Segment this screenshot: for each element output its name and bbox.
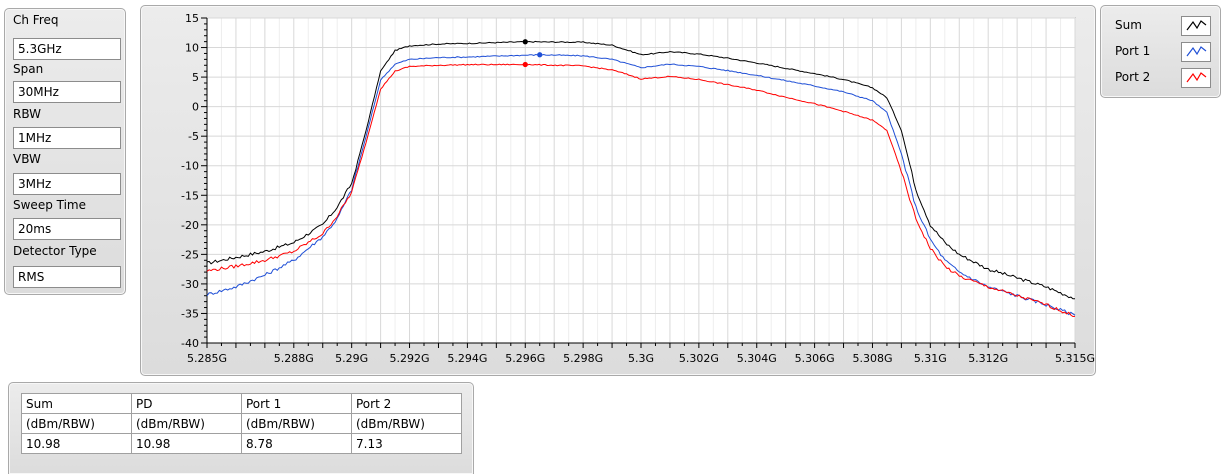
- legend-swatch-sum: [1181, 16, 1211, 36]
- table-units-row: (dBm/RBW) (dBm/RBW) (dBm/RBW) (dBm/RBW): [21, 413, 462, 434]
- table-header-cell: Sum: [21, 393, 132, 414]
- y-tick-label: -40: [181, 337, 199, 350]
- x-tick-label: 5.304G: [737, 352, 777, 365]
- y-tick-label: -25: [181, 248, 199, 261]
- peak-marker-sum: [522, 39, 528, 45]
- table-header-cell: Port 2: [351, 393, 462, 414]
- legend-item-port1[interactable]: Port 1: [1115, 42, 1215, 62]
- rbw-label: RBW: [13, 107, 42, 121]
- legend-swatch-port2: [1181, 68, 1211, 88]
- vbw-label: VBW: [13, 152, 41, 166]
- ch-freq-label: Ch Freq: [13, 13, 59, 27]
- detector-type-label: Detector Type: [13, 244, 97, 258]
- legend-item-sum[interactable]: Sum: [1115, 16, 1215, 36]
- table-unit-cell: (dBm/RBW): [241, 413, 352, 434]
- table-header-cell: PD: [131, 393, 242, 414]
- x-tick-label: 5.312G: [968, 352, 1008, 365]
- y-tick-label: -10: [181, 160, 199, 173]
- results-table: Sum PD Port 1 Port 2 (dBm/RBW) (dBm/RBW)…: [21, 393, 462, 454]
- x-tick-label: 5.29G: [335, 352, 368, 365]
- series-line-sum: [206, 40, 1076, 300]
- peak-marker-port-1: [537, 52, 543, 58]
- plot-legend: Sum Port 1 Port 2: [1100, 5, 1221, 98]
- port1-swatch-line: [1186, 46, 1207, 57]
- sweep-time-label: Sweep Time: [13, 198, 86, 212]
- table-unit-cell: (dBm/RBW): [21, 413, 132, 434]
- table-value-cell[interactable]: 8.78: [241, 433, 352, 454]
- legend-swatch-port1: [1181, 42, 1211, 62]
- span-field[interactable]: 30MHz: [13, 81, 121, 103]
- port2-swatch-line: [1186, 72, 1207, 83]
- table-value-cell[interactable]: 7.13: [351, 433, 462, 454]
- spectrum-graph-panel: 15 10 5 0 -5 -10 -15 -20 -25 -30 -35 -40 5.285G 5.288…: [140, 5, 1096, 376]
- x-tick-label: 5.315G: [1055, 352, 1095, 365]
- series-line-port-2: [206, 63, 1076, 318]
- x-tick-label: 5.294G: [447, 352, 487, 365]
- x-tick-label: 5.306G: [795, 352, 835, 365]
- sweep-time-field[interactable]: 20ms: [13, 218, 121, 240]
- x-tick-label: 5.31G: [914, 352, 947, 365]
- x-tick-label: 5.3G: [628, 352, 654, 365]
- table-header-row: Sum PD Port 1 Port 2: [21, 393, 462, 414]
- y-tick-label: -30: [181, 278, 199, 291]
- x-tick-label: 5.302G: [679, 352, 719, 365]
- table-unit-cell: (dBm/RBW): [351, 413, 462, 434]
- peak-marker-port-2: [522, 61, 528, 68]
- sum-swatch-line: [1186, 20, 1207, 31]
- y-tick-label: -35: [181, 307, 199, 320]
- legend-label-port2: Port 2: [1115, 70, 1151, 84]
- results-table-panel: Sum PD Port 1 Port 2 (dBm/RBW) (dBm/RBW)…: [8, 382, 474, 474]
- ch-freq-field[interactable]: 5.3GHz: [13, 38, 121, 60]
- settings-panel: Ch Freq 5.3GHz Span 30MHz RBW 1MHz VBW 3…: [4, 8, 126, 295]
- table-values-row: 10.98 10.98 8.78 7.13: [21, 433, 462, 454]
- x-tick-label: 5.308G: [852, 352, 892, 365]
- table-header-cell: Port 1: [241, 393, 352, 414]
- vbw-field[interactable]: 3MHz: [13, 173, 121, 195]
- detector-type-field[interactable]: RMS: [13, 266, 121, 288]
- legend-label-sum: Sum: [1115, 18, 1142, 32]
- y-tick-label: 10: [185, 42, 199, 55]
- y-tick-label: -20: [181, 219, 199, 232]
- spectrum-chart[interactable]: 15 10 5 0 -5 -10 -15 -20 -25 -30 -35 -40 5.285G 5.288…: [141, 6, 1097, 377]
- rbw-field[interactable]: 1MHz: [13, 127, 121, 149]
- legend-label-port1: Port 1: [1115, 44, 1151, 58]
- table-unit-cell: (dBm/RBW): [131, 413, 242, 434]
- x-tick-label: 5.288G: [274, 352, 314, 365]
- y-tick-label: 15: [185, 12, 199, 25]
- legend-item-port2[interactable]: Port 2: [1115, 68, 1215, 88]
- x-tick-label: 5.285G: [187, 352, 227, 365]
- y-tick-label: 5: [192, 71, 199, 84]
- y-tick-label: 0: [192, 101, 199, 114]
- table-value-cell[interactable]: 10.98: [131, 433, 242, 454]
- y-tick-label: -15: [181, 189, 199, 202]
- x-tick-label: 5.292G: [390, 352, 430, 365]
- table-value-cell[interactable]: 10.98: [21, 433, 132, 454]
- x-tick-label: 5.296G: [505, 352, 545, 365]
- y-tick-label: -5: [188, 130, 199, 143]
- x-tick-label: 5.298G: [563, 352, 603, 365]
- span-label: Span: [13, 62, 44, 76]
